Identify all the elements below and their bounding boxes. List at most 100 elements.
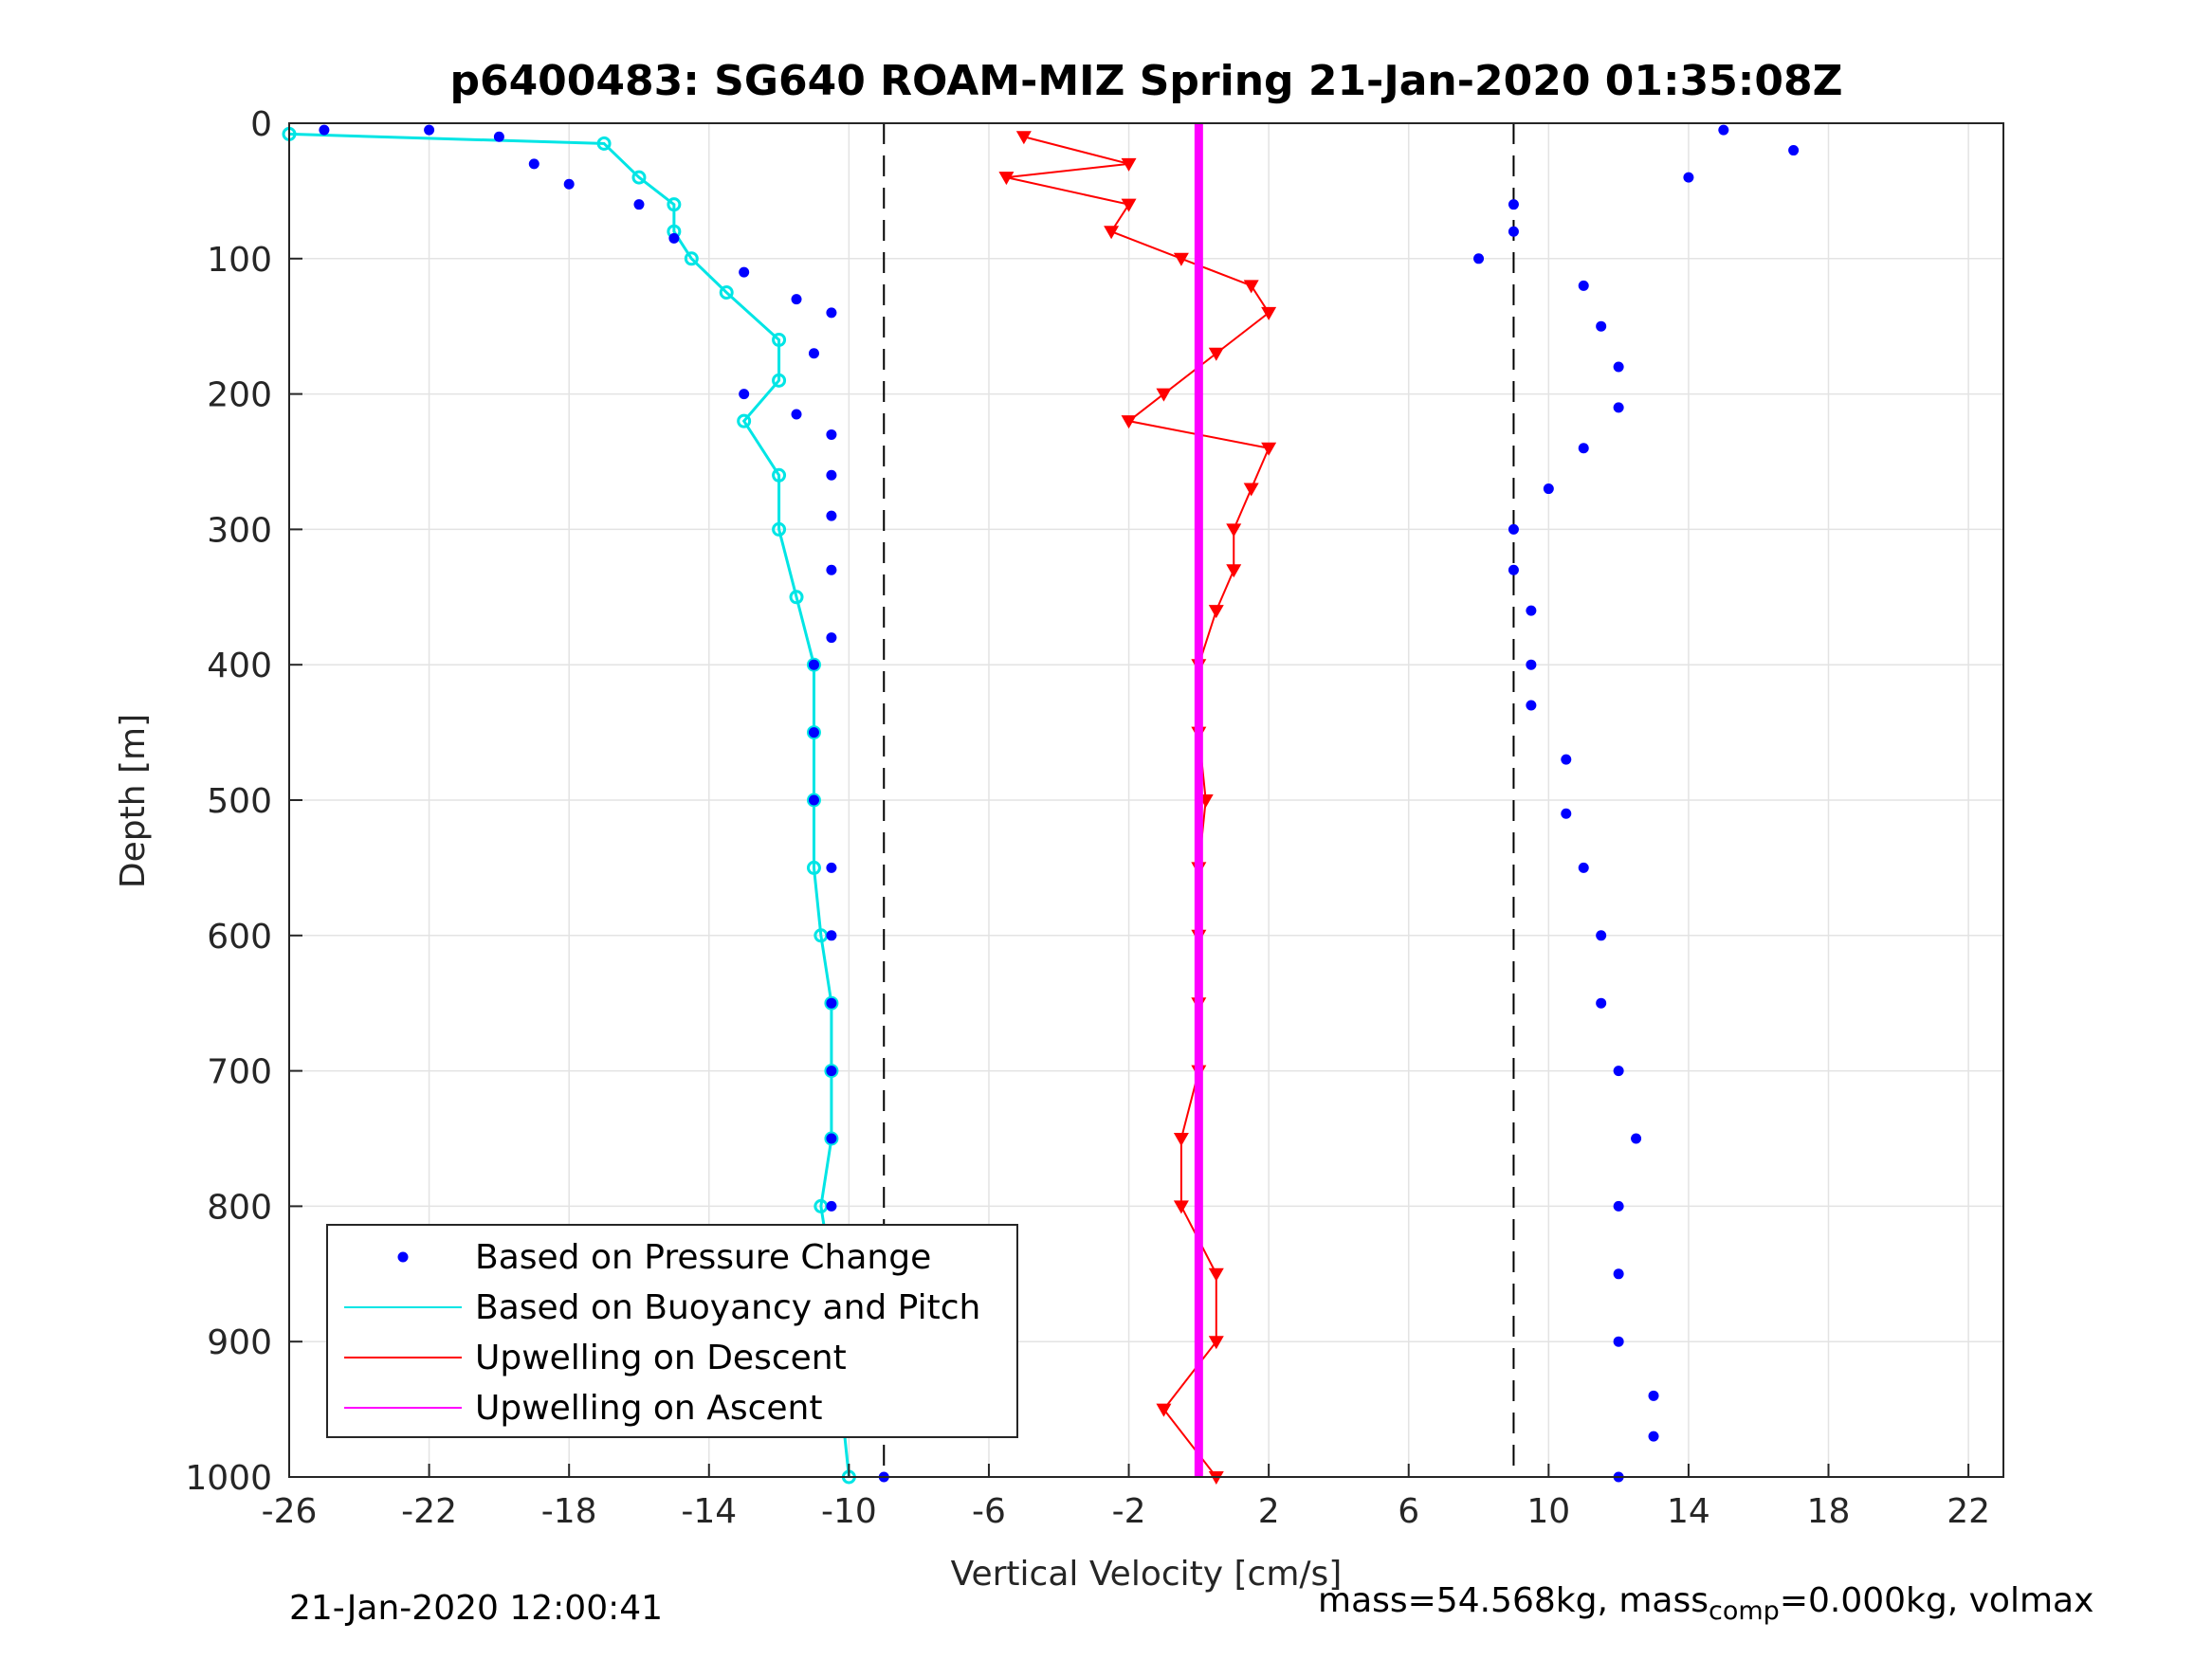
pressure-point — [1508, 199, 1519, 210]
upwelling-descent-point — [1104, 226, 1120, 240]
upwelling-descent-point — [1121, 415, 1137, 429]
pressure-point — [1508, 523, 1519, 535]
x-tick-label: 10 — [1526, 1492, 1570, 1531]
pressure-point — [1473, 253, 1485, 264]
footer-mass-suffix: =0.000kg, volmax — [1779, 1581, 2094, 1620]
pressure-point — [826, 428, 837, 440]
upwelling-descent-point — [1208, 1336, 1224, 1350]
upwelling-descent-point — [1121, 157, 1137, 172]
pressure-point — [1578, 443, 1589, 454]
pressure-point — [826, 307, 837, 319]
x-axis-label: Vertical Velocity [cm/s] — [951, 1555, 1343, 1594]
pressure-point — [668, 232, 680, 244]
pressure-point — [1561, 808, 1572, 819]
footer-mass-sub: comp — [1709, 1596, 1780, 1627]
legend-entry-label: Based on Buoyancy and Pitch — [475, 1288, 980, 1327]
footer-timestamp: 21-Jan-2020 12:00:41 — [289, 1589, 664, 1628]
pressure-point — [826, 1133, 837, 1144]
x-tick-label: 14 — [1667, 1492, 1710, 1531]
pressure-point — [739, 389, 750, 400]
pressure-point — [1526, 605, 1537, 616]
footer-mass-info: mass=54.568kg, masscomp=0.000kg, volmax — [1318, 1581, 2093, 1626]
pressure-point — [1561, 754, 1572, 765]
pressure-point — [528, 158, 539, 170]
pressure-point — [1526, 700, 1537, 711]
pressure-point — [424, 124, 435, 136]
pressure-point — [1508, 226, 1519, 237]
buoyancy-point — [824, 1131, 839, 1146]
pressure-point — [808, 727, 819, 738]
pressure-point — [826, 510, 837, 521]
upwelling-descent-point — [1156, 388, 1172, 402]
pressure-point — [1683, 172, 1694, 183]
pressure-point — [633, 199, 645, 210]
upwelling-descent-point — [1208, 347, 1224, 361]
upwelling-descent-point — [1261, 442, 1277, 456]
pressure-point — [791, 409, 802, 420]
pressure-point — [563, 178, 575, 190]
y-tick-label: 800 — [207, 1188, 272, 1227]
buoyancy-point — [806, 860, 821, 875]
buoyancy-point — [806, 793, 821, 808]
pressure-point — [1596, 320, 1607, 332]
upwelling-descent-point — [1173, 252, 1189, 266]
upwelling-descent-point — [1226, 564, 1242, 578]
buoyancy-point — [824, 995, 839, 1011]
pressure-point — [826, 564, 837, 575]
footer-mass-prefix: mass=54.568kg, mass — [1318, 1581, 1709, 1620]
legend-marker — [397, 1251, 409, 1263]
x-tick-label: -6 — [972, 1492, 1006, 1531]
pressure-point — [1613, 1268, 1624, 1280]
pressure-point — [493, 131, 504, 142]
upwelling-descent-point — [1226, 523, 1242, 538]
pressure-point — [1648, 1390, 1659, 1401]
x-tick-label: -10 — [821, 1492, 877, 1531]
upwelling-descent-line — [1006, 136, 1271, 1478]
pressure-point — [1578, 280, 1589, 291]
x-tick-label: -22 — [401, 1492, 457, 1531]
x-tick-label: -2 — [1112, 1492, 1146, 1531]
y-tick-label: 1000 — [185, 1459, 272, 1498]
x-tick-label: 22 — [1947, 1492, 1990, 1531]
y-axis-label: Depth [m] — [114, 714, 153, 888]
pressure-point — [1543, 483, 1554, 495]
pressure-point — [826, 930, 837, 941]
pressure-point — [826, 1200, 837, 1212]
chart-title: p6400483: SG640 ROAM-MIZ Spring 21-Jan-2… — [449, 57, 1842, 105]
pressure-point — [1596, 930, 1607, 941]
pressure-point — [1596, 997, 1607, 1009]
data-layer — [282, 123, 1800, 1485]
pressure-point — [826, 862, 837, 873]
pressure-point — [808, 794, 819, 806]
y-tick-label: 400 — [207, 647, 272, 685]
pressure-point — [826, 632, 837, 644]
pressure-point — [1508, 564, 1519, 575]
y-tick-label: 100 — [207, 241, 272, 280]
legend-entry-label: Upwelling on Ascent — [475, 1389, 822, 1428]
buoyancy-point — [806, 725, 821, 740]
upwelling-descent-point — [1243, 483, 1259, 497]
y-tick-label: 500 — [207, 782, 272, 821]
upwelling-descent-point — [1173, 1200, 1189, 1214]
y-tick-label: 0 — [250, 105, 272, 144]
y-tick-label: 700 — [207, 1053, 272, 1092]
pressure-point — [1788, 145, 1800, 156]
upwelling-descent-point — [1208, 1267, 1224, 1282]
axis-ticks: -26 -22 -18 -14 -10 -6 -2 2 6 10 14 18 2201002003004… — [185, 105, 1990, 1531]
legend: Based on Pressure Change Based on Buoyanc… — [326, 1224, 1018, 1438]
buoyancy-point — [719, 285, 734, 300]
legend-entry-label: Upwelling on Descent — [475, 1339, 847, 1377]
pressure-point — [1613, 361, 1624, 373]
buoyancy-point — [789, 590, 804, 605]
buoyancy-point — [772, 467, 787, 483]
pressure-point — [1613, 1066, 1624, 1077]
pressure-point — [1578, 862, 1589, 873]
upwelling-descent-point — [1208, 605, 1224, 619]
pressure-point — [791, 294, 802, 305]
buoyancy-point — [596, 136, 612, 151]
pressure-point — [1648, 1431, 1659, 1442]
x-tick-label: -26 — [262, 1492, 318, 1531]
buoyancy-point — [772, 373, 787, 388]
pressure-point — [1526, 659, 1537, 670]
